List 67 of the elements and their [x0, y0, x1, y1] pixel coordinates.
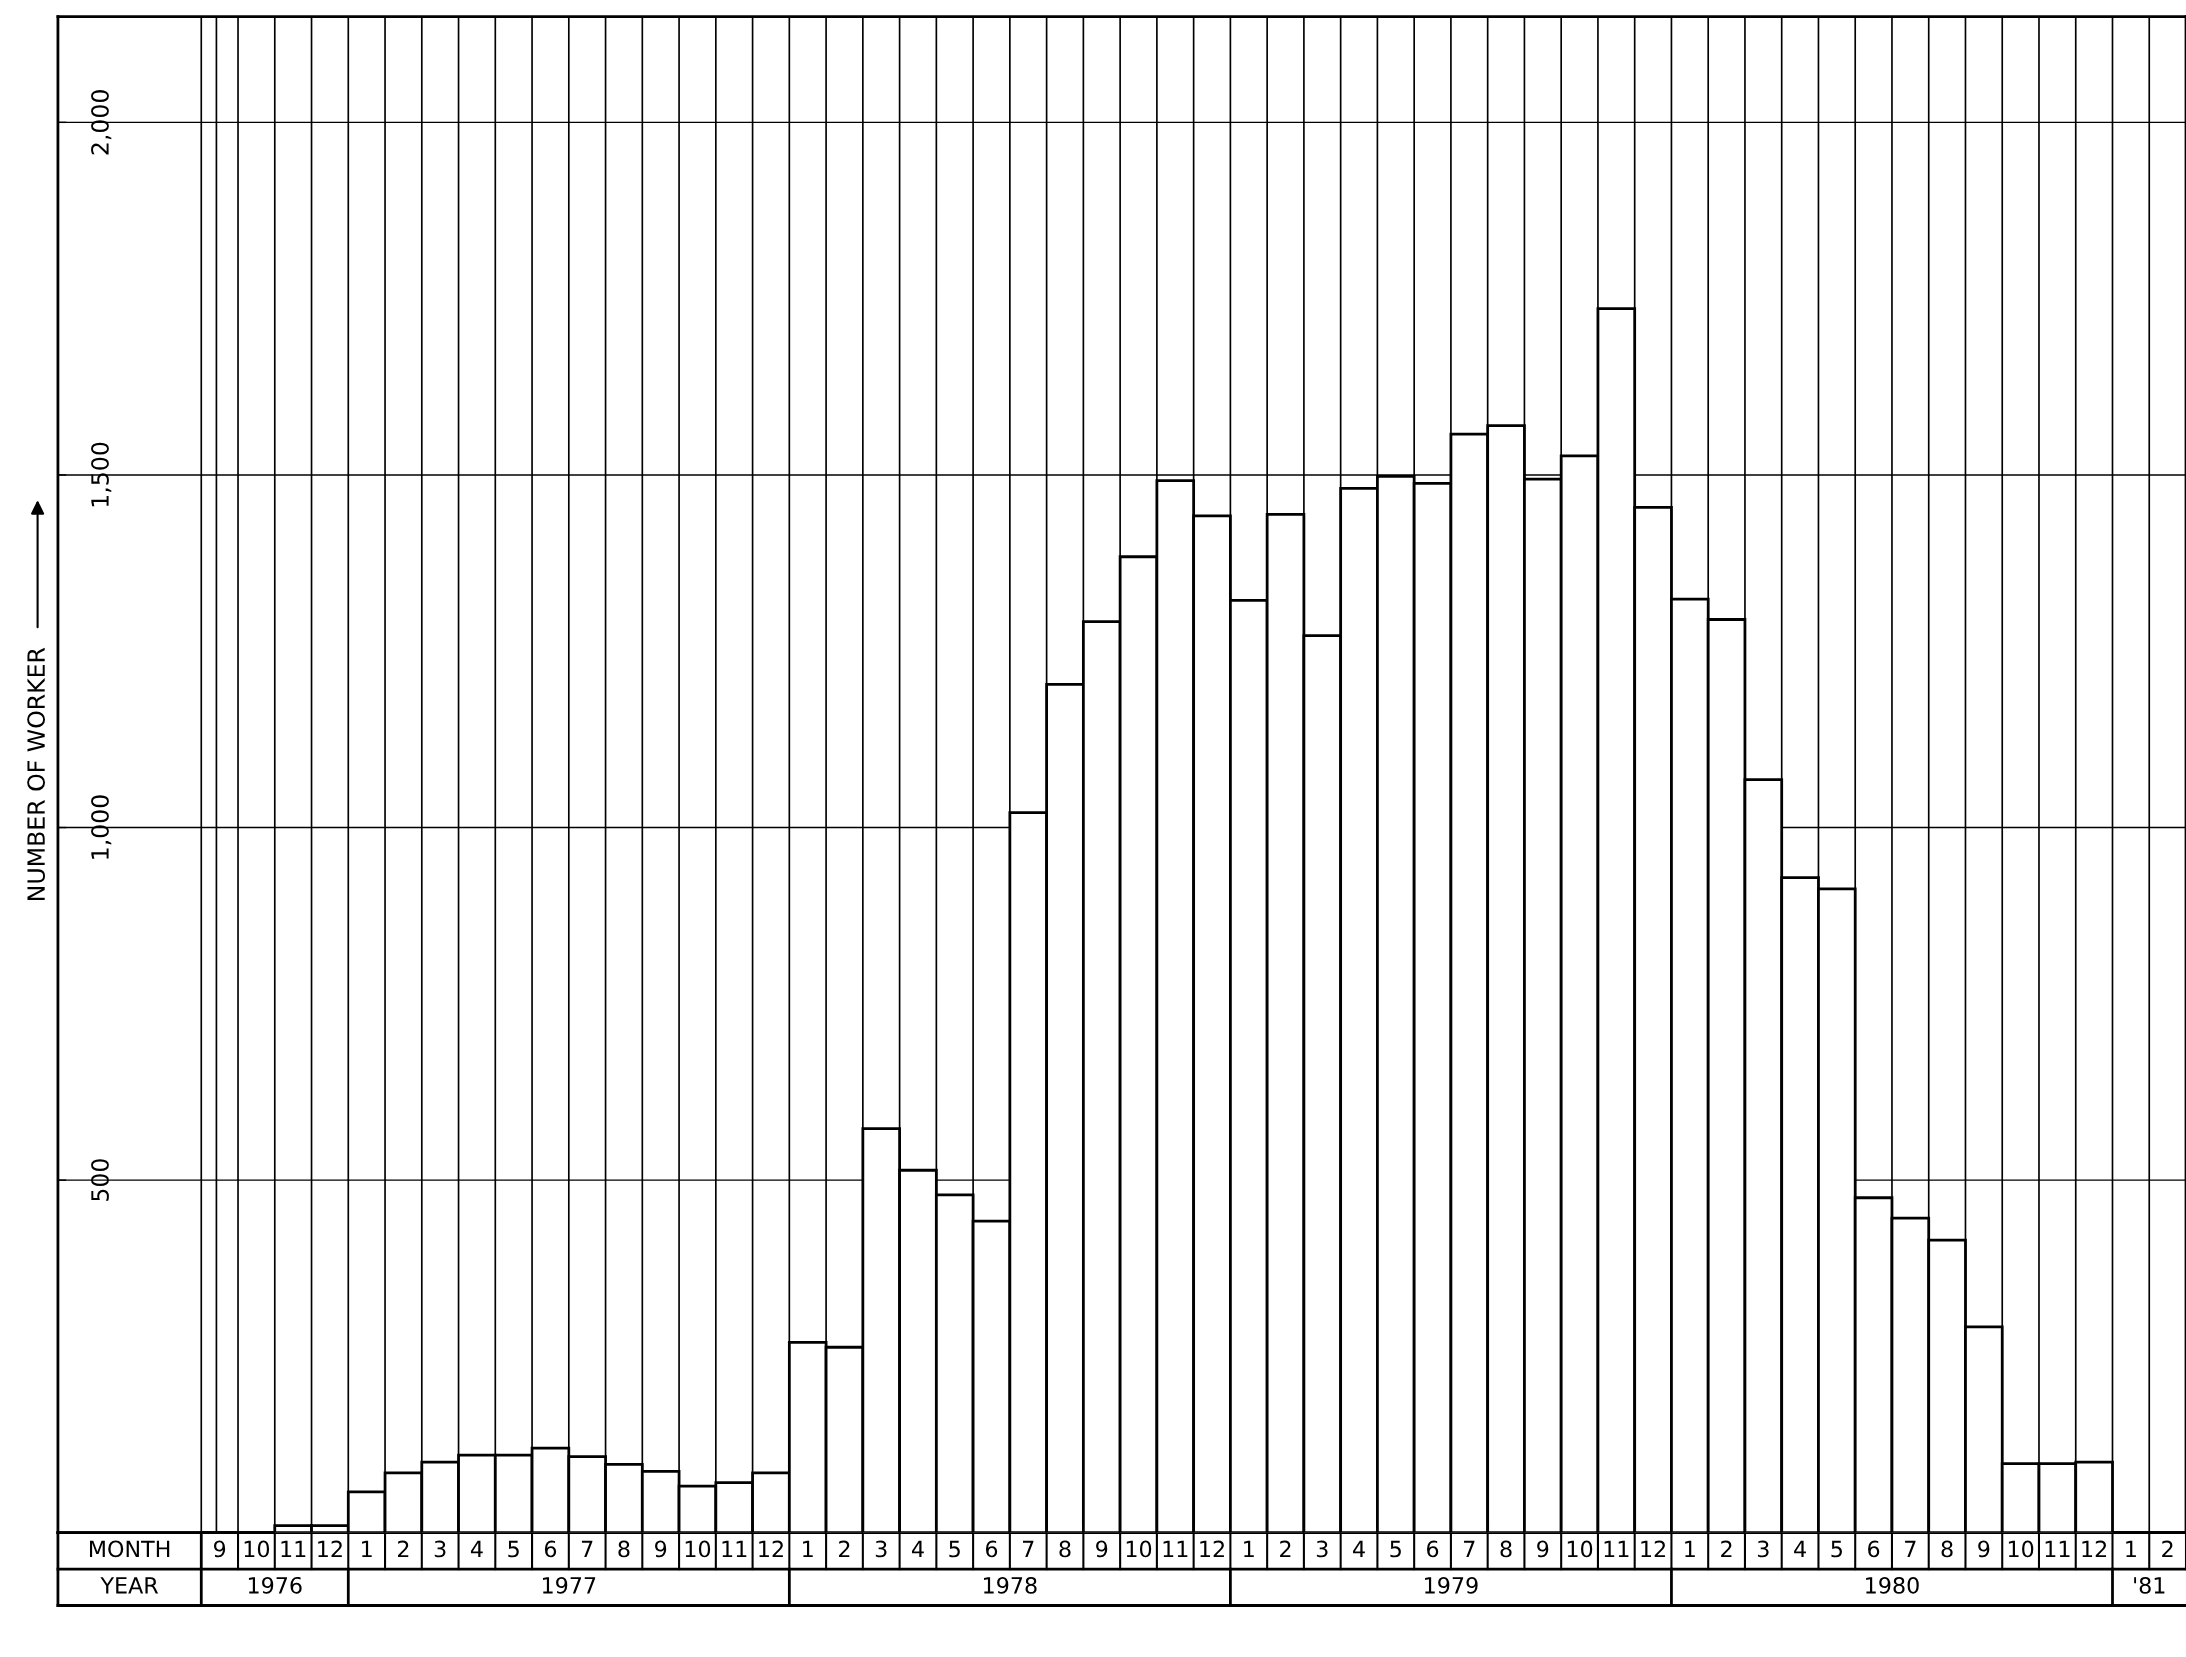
- x-tick-label: 11: [1604, 1540, 1629, 1558]
- x-tick-label: 7: [1022, 1540, 1034, 1558]
- x-tick-label: 7: [1905, 1540, 1916, 1558]
- x-tick-label: 4: [470, 1540, 483, 1558]
- x-tick-label: 9: [213, 1540, 226, 1558]
- x-tick-label: 4: [912, 1540, 924, 1558]
- x-tick-label: 8: [1941, 1540, 1953, 1558]
- x-tick-label: 11: [722, 1540, 747, 1558]
- x-tick-label: 1: [1244, 1540, 1254, 1558]
- x-tick-label: 11: [2045, 1540, 2070, 1558]
- x-tick-label: 7: [581, 1540, 593, 1558]
- x-tick-label: 10: [2008, 1540, 2034, 1558]
- x-tick-label: 12: [318, 1540, 342, 1558]
- x-tick-label: 12: [2082, 1540, 2107, 1558]
- x-tick-label: 3: [1757, 1540, 1769, 1558]
- text: YEAR: [100, 1577, 159, 1594]
- x-tick-label: 9: [1978, 1540, 1990, 1558]
- y-tick-label: 2,000: [91, 90, 112, 155]
- x-tick-label: 8: [1500, 1540, 1512, 1558]
- x-tick-label: 10: [1126, 1540, 1152, 1558]
- x-tick-label: 9: [1537, 1540, 1549, 1558]
- text: '81: [2134, 1576, 2165, 1594]
- x-tick-label: 9: [1096, 1540, 1108, 1558]
- x-tick-label: 11: [281, 1540, 306, 1558]
- x-tick-label: 12: [1200, 1540, 1224, 1558]
- x-tick-label: 1: [2126, 1540, 2136, 1558]
- y-tick-label: 500: [91, 1159, 109, 1201]
- x-tick-label: 1: [1685, 1540, 1695, 1558]
- text: 1978: [984, 1576, 1037, 1594]
- x-tick-label: 5: [949, 1540, 960, 1558]
- x-tick-label: 5: [1831, 1540, 1842, 1558]
- text: 1980: [1866, 1576, 1919, 1594]
- text: MONTH: [89, 1540, 170, 1558]
- y-tick-label: 1,000: [91, 795, 112, 859]
- x-tick-label: 12: [759, 1540, 783, 1558]
- text: 1979: [1425, 1576, 1478, 1594]
- x-tick-label: 2: [2162, 1540, 2173, 1558]
- x-tick-label: 5: [1390, 1540, 1401, 1558]
- x-tick-label: 12: [1641, 1540, 1665, 1558]
- x-tick-label: 6: [544, 1540, 557, 1558]
- x-tick-label: 10: [244, 1540, 270, 1558]
- x-tick-label: 3: [434, 1540, 446, 1558]
- x-tick-label: 2: [1280, 1540, 1291, 1558]
- x-tick-label: 4: [1794, 1540, 1806, 1558]
- x-tick-label: 8: [1059, 1540, 1071, 1558]
- x-tick-label: 2: [839, 1540, 850, 1558]
- x-tick-label: 4: [1353, 1540, 1365, 1558]
- text: 1977: [542, 1576, 596, 1594]
- x-tick-label: 10: [1567, 1540, 1593, 1558]
- x-tick-label: 10: [685, 1540, 711, 1558]
- x-tick-label: 11: [1163, 1540, 1188, 1558]
- x-tick-label: 1: [803, 1540, 813, 1558]
- x-tick-label: 9: [655, 1540, 667, 1558]
- y-axis-title: NUMBER OF WORKER: [27, 647, 46, 900]
- x-tick-label: 6: [985, 1540, 998, 1558]
- x-tick-label: 3: [875, 1540, 887, 1558]
- x-tick-label: 6: [1427, 1540, 1439, 1558]
- x-tick-label: 6: [1868, 1540, 1880, 1558]
- x-tick-label: 2: [1721, 1540, 1732, 1558]
- x-tick-label: 2: [397, 1540, 409, 1558]
- x-tick-label: 1: [362, 1540, 372, 1558]
- x-tick-label: 5: [508, 1540, 519, 1558]
- y-tick-label: 1,500: [91, 442, 112, 507]
- x-tick-label: 3: [1316, 1540, 1328, 1558]
- text: 1976: [248, 1576, 302, 1594]
- x-tick-label: 7: [1464, 1540, 1475, 1558]
- x-tick-label: 8: [618, 1540, 630, 1558]
